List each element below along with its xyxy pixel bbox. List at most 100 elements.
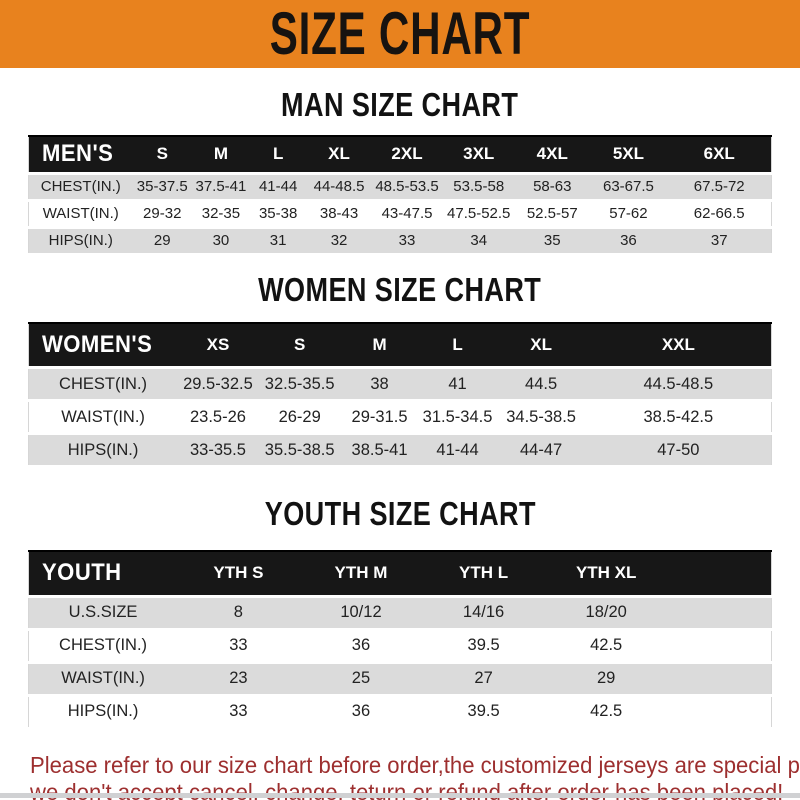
size-cell: 32 — [306, 227, 372, 256]
size-cell: 38 — [340, 366, 419, 402]
size-cell: 29 — [544, 662, 668, 697]
size-cell: 58-63 — [515, 171, 590, 202]
size-cell: 48.5-53.5 — [371, 171, 443, 202]
size-cell: 52.5-57 — [515, 200, 590, 229]
footer-line-1: Please refer to our size chart before or… — [30, 752, 800, 779]
size-cell: 33 — [177, 695, 300, 730]
table-row: U.S.SIZE 8 10/12 14/16 18/20 — [28, 594, 772, 631]
size-cell: 33 — [371, 227, 443, 256]
column-header: M — [340, 321, 419, 369]
footer-line-1-text: Please refer to our size chart before or… — [30, 751, 800, 778]
womens-heading: WOMEN SIZE CHART — [0, 273, 800, 306]
table-row: WAIST(IN.) 29-32 32-35 35-38 38-43 43-47.5 47.… — [28, 200, 772, 229]
row-label: WAIST(IN.) — [28, 400, 178, 435]
size-cell: 36 — [299, 629, 423, 664]
column-header: YTH L — [422, 550, 545, 597]
size-cell: 47.5-52.5 — [442, 200, 516, 229]
size-cell: 35 — [515, 227, 590, 256]
table-header-label: YOUTH — [28, 550, 178, 597]
size-cell: 63-67.5 — [589, 171, 668, 202]
size-cell: 23 — [177, 662, 300, 697]
size-cell: 41-44 — [418, 433, 497, 468]
size-cell-spacer — [667, 662, 772, 697]
column-header: S — [258, 321, 341, 369]
size-cell: 29-31.5 — [340, 400, 419, 435]
table-header-label: WOMEN'S — [28, 321, 178, 369]
column-header: 4XL — [515, 135, 590, 174]
size-cell: 8 — [177, 594, 300, 631]
column-header: M — [191, 135, 250, 174]
size-cell: 34.5-38.5 — [496, 400, 586, 435]
size-cell: 44.5-48.5 — [585, 366, 772, 402]
size-cell: 38.5-41 — [340, 433, 419, 468]
size-cell: 26-29 — [258, 400, 341, 435]
size-cell: 31.5-34.5 — [418, 400, 497, 435]
size-cell: 33 — [177, 629, 300, 664]
size-cell: 14/16 — [422, 594, 545, 631]
size-cell: 36 — [299, 695, 423, 730]
column-header: YTH XL — [544, 550, 668, 597]
column-header: L — [249, 135, 307, 174]
size-cell: 32.5-35.5 — [258, 366, 341, 402]
row-label: WAIST(IN.) — [28, 662, 178, 697]
size-cell: 33-35.5 — [177, 433, 259, 468]
womens-section: WOMEN SIZE CHART WOMEN'S XS S M L XL XXL CHEST(… — [0, 273, 800, 468]
size-cell: 39.5 — [422, 695, 545, 730]
size-cell: 31 — [249, 227, 307, 256]
size-cell: 47-50 — [585, 433, 772, 468]
size-cell: 57-62 — [589, 200, 668, 229]
size-cell: 43-47.5 — [371, 200, 443, 229]
row-label: HIPS(IN.) — [28, 227, 133, 256]
row-label: CHEST(IN.) — [28, 629, 178, 664]
column-header: XL — [306, 135, 372, 174]
mens-heading-text: MAN SIZE CHART — [281, 86, 519, 123]
size-cell: 41 — [418, 366, 497, 402]
womens-size-table: WOMEN'S XS S M L XL XXL CHEST(IN.) 29.5-32.5 32.5… — [28, 321, 772, 468]
size-cell: 10/12 — [299, 594, 423, 631]
size-cell: 44.5 — [496, 366, 586, 402]
size-cell: 37.5-41 — [191, 171, 250, 202]
youth-heading: YOUTH SIZE CHART — [0, 497, 800, 530]
column-header: YTH S — [177, 550, 300, 597]
size-cell: 38.5-42.5 — [585, 400, 772, 435]
banner-title: SIZE CHART — [269, 0, 531, 68]
size-cell: 30 — [191, 227, 250, 256]
size-cell: 44-48.5 — [306, 171, 372, 202]
size-cell: 38-43 — [306, 200, 372, 229]
size-cell: 29.5-32.5 — [177, 366, 259, 402]
column-header: XS — [177, 321, 259, 369]
size-cell: 27 — [422, 662, 545, 697]
column-header: 2XL — [371, 135, 443, 174]
size-cell: 39.5 — [422, 629, 545, 664]
table-row: CHEST(IN.) 33 36 39.5 42.5 — [28, 629, 772, 664]
size-cell: 41-44 — [249, 171, 307, 202]
mens-heading: MAN SIZE CHART — [0, 88, 800, 121]
size-cell: 18/20 — [544, 594, 668, 631]
womens-heading-text: WOMEN SIZE CHART — [258, 270, 542, 308]
table-row: WAIST(IN.) 23.5-26 26-29 29-31.5 31.5-34.5 34… — [28, 400, 772, 435]
column-header: XXL — [585, 321, 772, 369]
size-cell: 42.5 — [544, 629, 668, 664]
mens-section: MAN SIZE CHART MEN'S S M L XL 2XL 3XL 4XL 5XL 6XL… — [0, 88, 800, 256]
table-header-label: MEN'S — [28, 135, 133, 174]
size-cell: 35-37.5 — [132, 171, 192, 202]
banner: SIZE CHART — [0, 0, 800, 68]
column-header: 5XL — [589, 135, 668, 174]
row-label: HIPS(IN.) — [28, 433, 178, 468]
size-cell-spacer — [667, 629, 772, 664]
table-row: HIPS(IN.) 33-35.5 35.5-38.5 38.5-41 41-44 44-… — [28, 433, 772, 468]
column-header: XL — [496, 321, 586, 369]
row-label: HIPS(IN.) — [28, 695, 178, 730]
size-cell: 34 — [442, 227, 516, 256]
size-cell: 35.5-38.5 — [258, 433, 341, 468]
table-row: HIPS(IN.) 29 30 31 32 33 34 35 36 37 — [28, 227, 772, 256]
column-header: S — [132, 135, 192, 174]
size-cell: 67.5-72 — [667, 171, 772, 202]
size-cell: 53.5-58 — [442, 171, 516, 202]
youth-size-table: YOUTH YTH S YTH M YTH L YTH XL U.S.SIZE 8 10/12… — [28, 550, 772, 730]
row-label: CHEST(IN.) — [28, 366, 178, 402]
column-header: YTH M — [299, 550, 423, 597]
youth-section: YOUTH SIZE CHART YOUTH YTH S YTH M YTH L YTH… — [0, 497, 800, 730]
row-label: U.S.SIZE — [28, 594, 178, 631]
